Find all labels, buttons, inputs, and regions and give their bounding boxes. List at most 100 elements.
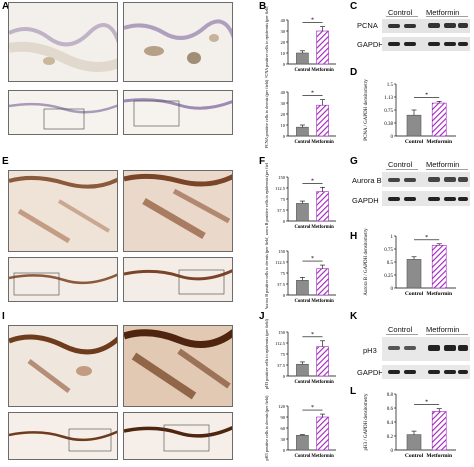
panel-label-H: H xyxy=(350,231,358,242)
panel-label-L: L xyxy=(350,386,357,397)
blot-group-metformin: Metformin xyxy=(426,8,460,17)
y-tick-label: 0 xyxy=(391,287,394,292)
y-tick-label: 112.5 xyxy=(275,341,286,346)
panel-label-C: C xyxy=(350,1,358,12)
y-tick-label: 30 xyxy=(281,437,286,442)
x-tick-label: Metformin xyxy=(311,380,334,385)
y-tick-label: 0 xyxy=(391,135,394,140)
x-tick-label: Control xyxy=(405,453,424,459)
y-tick-label: 120 xyxy=(278,404,286,409)
significance-star: * xyxy=(311,256,314,262)
bar-chart-F-bottom: Aurora B positive cells in dermis (per f… xyxy=(264,237,336,309)
y-tick-label: 150 xyxy=(278,175,286,180)
bar-metformin xyxy=(316,416,329,451)
histology-image xyxy=(9,258,117,301)
histology-image xyxy=(9,326,117,406)
y-tick-label: 0.4 xyxy=(387,421,394,426)
bar-chart-D: PCNA / GAPDH densitometry 0 0.38 0.75 1.13 1.… xyxy=(364,79,456,145)
bar-control xyxy=(296,203,309,222)
western-blot-G xyxy=(382,169,470,206)
significance-star: * xyxy=(311,178,314,184)
panel-label-D: D xyxy=(350,67,358,78)
y-axis-label: pH3 positive cells in dermis (per field) xyxy=(264,395,269,460)
histology-metformin-zoom-3 xyxy=(123,325,233,407)
significance-star: * xyxy=(425,92,428,98)
y-axis-label: pH3 positive cells in epidermis (per fie… xyxy=(264,318,269,389)
bar-control xyxy=(406,259,422,289)
x-tick-label: Control xyxy=(294,380,311,385)
blot-loading-label: GAPDH xyxy=(357,40,384,49)
significance-star: * xyxy=(311,18,314,24)
significance-star: * xyxy=(311,332,314,338)
y-tick-label: 30 xyxy=(281,29,286,34)
x-tick-label: Metformin xyxy=(426,453,452,459)
panel-label-G: G xyxy=(350,156,358,167)
histology-control-overview-2 xyxy=(8,257,118,302)
y-tick-label: 0.75 xyxy=(384,248,393,253)
y-axis-label: PCNA / GAPDH densitometry xyxy=(364,79,369,141)
x-tick-label: Control xyxy=(405,291,424,297)
y-tick-label: 112.5 xyxy=(275,186,286,191)
y-tick-label: 75 xyxy=(281,352,286,357)
x-tick-label: Metformin xyxy=(311,454,334,459)
bar-control xyxy=(296,280,309,296)
bar-chart-L: pH3 / GAPDH densitometry 0 0.2 0.4 0.6 0.8 Con… xyxy=(364,393,456,459)
y-tick-label: 30 xyxy=(281,101,286,106)
y-tick-label: 20 xyxy=(281,40,286,45)
y-tick-label: 1.5 xyxy=(387,83,394,88)
y-axis-label: Aurora B / GAPDH densitometry xyxy=(364,228,369,296)
y-tick-label: 0 xyxy=(283,134,286,139)
y-tick-label: 20 xyxy=(281,112,286,117)
y-tick-label: 37.5 xyxy=(277,282,286,287)
panel-label-J: J xyxy=(259,311,265,322)
y-tick-label: 75 xyxy=(281,271,286,276)
histology-control-overview xyxy=(8,90,118,135)
histology-image xyxy=(124,3,232,81)
bar-control xyxy=(406,114,422,137)
y-tick-label: 0.2 xyxy=(387,435,394,440)
y-tick-label: 0.38 xyxy=(384,122,393,127)
blot-group-control-2: Control xyxy=(388,160,413,169)
bar-metformin xyxy=(431,102,447,137)
bar-chart-J-top: pH3 positive cells in epidermis (per fie… xyxy=(264,318,336,389)
y-tick-label: 150 xyxy=(278,249,286,254)
blot-loading-label-3: GAPDH xyxy=(357,368,384,377)
significance-star: * xyxy=(425,400,428,406)
panel-label-E: E xyxy=(2,156,9,167)
x-tick-label: Metformin xyxy=(311,225,334,230)
y-tick-label: 0 xyxy=(283,62,286,67)
histology-image xyxy=(124,91,232,134)
y-tick-label: 0 xyxy=(283,293,286,298)
histology-metformin-overview xyxy=(123,90,233,135)
bar-chart-H: Aurora B / GAPDH densitometry 0 0.25 0.5 0.7… xyxy=(364,228,456,297)
y-tick-label: 0.75 xyxy=(384,109,393,114)
y-tick-label: 1 xyxy=(391,235,394,240)
blot-group-metformin-3: Metformin xyxy=(426,325,460,334)
y-tick-label: 0.5 xyxy=(387,261,394,266)
x-tick-label: Control xyxy=(294,140,311,145)
histology-metformin-zoom-2 xyxy=(123,170,233,252)
blot-group-metformin-2: Metformin xyxy=(426,160,460,169)
blot-protein-label: PCNA xyxy=(357,21,378,30)
y-tick-label: 37.5 xyxy=(277,363,286,368)
y-tick-label: 150 xyxy=(278,330,286,335)
y-tick-label: 10 xyxy=(281,123,286,128)
y-tick-label: 40 xyxy=(281,90,286,95)
x-tick-label: Control xyxy=(294,225,311,230)
blot-loading-label-2: GAPDH xyxy=(352,196,379,205)
panel-label-I: I xyxy=(2,311,5,322)
histology-image xyxy=(9,91,117,134)
bar-metformin xyxy=(316,191,329,222)
significance-star: * xyxy=(311,405,314,411)
x-tick-label: Control xyxy=(294,299,311,304)
histology-image xyxy=(9,3,117,81)
histology-metformin-overview-3 xyxy=(123,412,233,460)
histology-image xyxy=(124,171,232,251)
western-blot-C xyxy=(382,16,470,51)
histology-control-overview-3 xyxy=(8,412,118,460)
significance-star: * xyxy=(311,91,314,97)
y-tick-label: 10 xyxy=(281,51,286,56)
histology-image xyxy=(124,258,232,301)
bar-metformin xyxy=(431,245,447,289)
y-tick-label: 0.25 xyxy=(384,274,393,279)
